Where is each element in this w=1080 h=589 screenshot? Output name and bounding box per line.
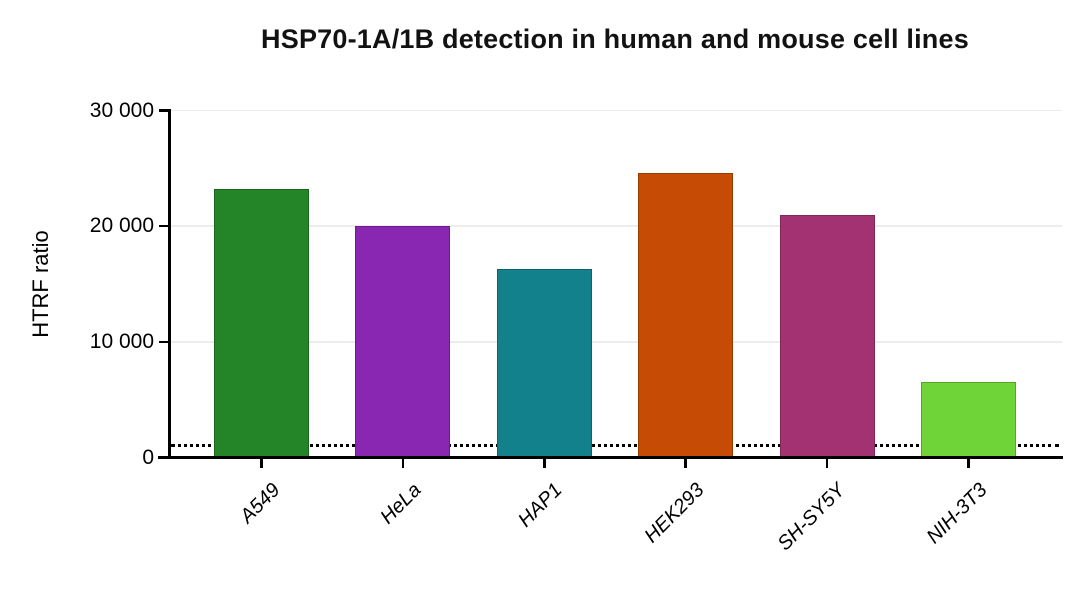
x-axis-tick [967,459,970,468]
gridline [171,341,1062,343]
bar-a549 [214,189,309,458]
bar-sh-sy5y [779,214,875,458]
x-axis-tick [825,459,829,468]
baseline-dotted-line [171,444,1059,448]
bar-hek293 [638,172,734,458]
x-axis-tick [684,459,687,468]
x-axis-line [158,456,1063,459]
x-axis-label-a549: A549 [235,479,285,528]
gridline [171,225,1062,227]
bar-nih-3t3 [921,382,1016,458]
x-axis-label-sh-sy5y: SH-SY5Y [773,479,850,556]
y-axis-tick-label: 10 000 [89,329,154,353]
y-axis-tick [159,109,168,112]
x-axis-label-hek293: HEK293 [640,479,709,548]
y-axis-tick [159,340,168,344]
x-axis-label-nih-3t3: NIH-3T3 [922,479,992,548]
x-axis-tick [260,459,263,468]
chart-title: HSP70-1A/1B detection in human and mouse… [261,24,969,54]
x-axis-tick [401,459,405,468]
y-axis-tick-label: 20 000 [89,214,154,238]
x-axis-tick [543,459,546,468]
bar-hap1 [496,268,592,458]
plot-area [168,109,1062,458]
x-axis-label-hela: HeLa [376,479,426,529]
y-axis-tick-label: 30 000 [89,98,154,122]
y-axis-title: HTRF ratio [28,230,53,338]
y-axis-tick [159,224,168,228]
gridline [171,109,1062,112]
bar-hela [355,226,451,458]
x-axis-label-hap1: HAP1 [514,479,567,532]
y-axis-tick-label: 0 [142,445,154,469]
y-axis-line [168,109,171,457]
